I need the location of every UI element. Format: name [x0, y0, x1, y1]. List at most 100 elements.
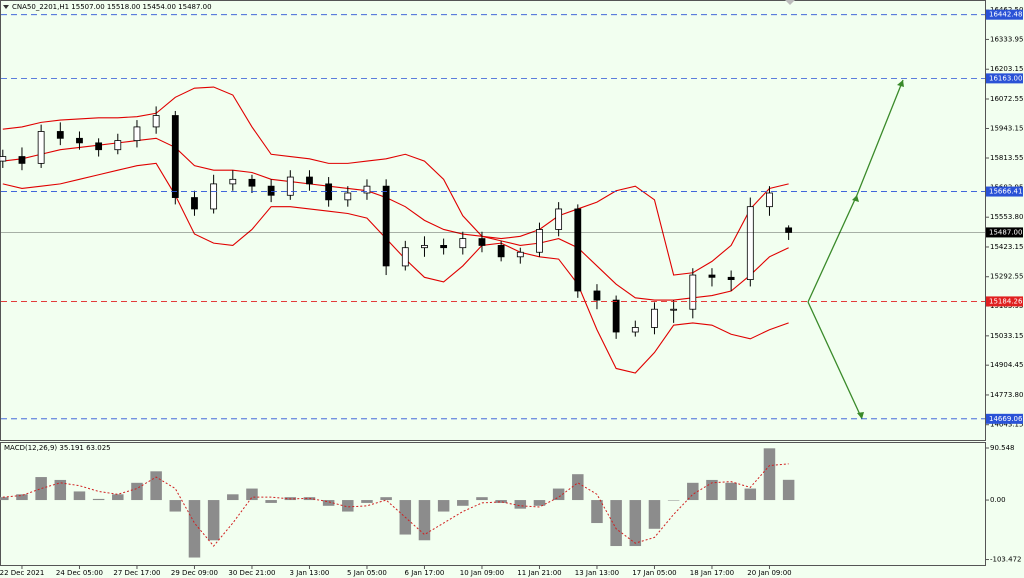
candle-body: [344, 192, 352, 201]
candle-body: [766, 192, 773, 208]
candle-body: [708, 274, 716, 278]
macd-bar: [687, 482, 699, 501]
x-tick-label: 5 Jan 05:00: [347, 569, 387, 577]
candle-body: [536, 229, 543, 253]
candle-body: [440, 245, 448, 249]
candle-body: [248, 178, 256, 187]
y-tick-label: 15553.80: [990, 213, 1023, 221]
macd-bar: [648, 500, 661, 529]
y-tick-label: 14643.15: [990, 421, 1023, 429]
candle-body: [651, 308, 658, 328]
macd-bar: [169, 500, 182, 512]
level-label-box: [986, 413, 1023, 424]
candle-body: [191, 197, 198, 210]
candle-body: [133, 126, 141, 141]
macd-bar: [0, 497, 9, 501]
x-tick-label: 13 Jan 13:00: [575, 569, 619, 577]
candle-body: [574, 208, 582, 292]
macd-bar: [73, 491, 86, 501]
x-tick-label: 22 Dec 2021: [0, 569, 44, 577]
macd-bar: [227, 494, 239, 501]
candle-body: [497, 245, 505, 258]
x-tick-label: 20 Jan 09:00: [747, 569, 791, 577]
y-tick-label: 14773.80: [990, 391, 1023, 399]
menu-triangle: [3, 5, 9, 9]
x-tick-label: 29 Dec 09:00: [171, 569, 218, 577]
candle-body: [0, 156, 7, 162]
level-label: 15666.41: [989, 188, 1022, 196]
candle-body: [229, 178, 237, 185]
candle-body: [689, 274, 697, 310]
candle-body: [114, 140, 122, 151]
candle-body: [516, 251, 524, 258]
macd-panel: [0, 442, 986, 566]
macd-bar: [207, 500, 220, 541]
candle-body: [306, 176, 313, 185]
level-label-box: [986, 73, 1023, 84]
candle-body: [152, 115, 160, 128]
level-label: 14669.06: [989, 415, 1023, 423]
candle-body: [56, 131, 64, 139]
macd-bar: [437, 500, 450, 512]
macd-bar: [476, 497, 488, 501]
candle-body: [286, 176, 294, 196]
level-label-box: [986, 296, 1023, 307]
candle-body: [401, 247, 409, 267]
bollinger-band: [2, 86, 789, 276]
candle-body: [18, 156, 26, 164]
candle-body: [631, 327, 639, 333]
y-tick-label: 16072.55: [990, 95, 1023, 103]
macd-bar: [610, 500, 622, 547]
candle-body: [76, 137, 83, 144]
macd-bar: [188, 500, 201, 558]
y-tick-label: 15292.55: [990, 273, 1023, 281]
macd-bar: [35, 477, 47, 501]
x-tick-label: 6 Jan 17:00: [405, 569, 445, 577]
y-tick-label: 15943.15: [990, 124, 1023, 132]
macd-bar: [457, 500, 469, 506]
macd-bar: [16, 494, 28, 501]
level-label: 16442.48: [989, 11, 1022, 19]
macd-bar: [342, 500, 354, 512]
candle-body: [95, 142, 103, 151]
macd-bar: [782, 479, 795, 501]
candle-body: [478, 238, 486, 246]
candle-body: [421, 245, 428, 249]
projection-down: [807, 301, 863, 420]
y-tick-label: 15813.55: [990, 154, 1023, 162]
macd-bar: [533, 500, 546, 506]
candle-body: [210, 183, 218, 210]
macd-bar: [552, 488, 565, 501]
y-tick-label: 16203.15: [990, 65, 1023, 73]
macd-bar: [92, 498, 105, 501]
candle-body: [37, 131, 45, 164]
level-label-box: [986, 9, 1023, 20]
x-tick-label: 27 Dec 17:00: [113, 569, 160, 577]
y-tick-label: 15423.15: [990, 243, 1023, 251]
level-label: 15487.00: [989, 228, 1022, 236]
macd-bar: [265, 500, 277, 503]
y-tick-label: 90.548: [990, 444, 1015, 452]
level-label: 15184.26: [989, 297, 1023, 305]
macd-bar: [725, 482, 737, 501]
candle-body: [593, 290, 601, 301]
price-panel: [0, 0, 986, 441]
y-tick-label: 14904.45: [990, 361, 1023, 369]
x-tick-label: 30 Dec 21:00: [228, 569, 275, 577]
candle-body: [171, 115, 179, 198]
x-tick-label: 17 Jan 05:00: [632, 569, 676, 577]
macd-bar: [131, 482, 143, 501]
chart-title: CNA50_2201,H1 15507.00 15518.00 15454.00…: [12, 3, 212, 11]
macd-bar: [418, 500, 431, 541]
macd-bar: [361, 500, 373, 503]
macd-bar: [667, 500, 680, 501]
candle-body: [555, 208, 563, 230]
macd-title: MACD(12,26,9) 35.191 63.025: [4, 444, 111, 452]
level-label-box: [986, 186, 1023, 197]
candle-body: [382, 185, 390, 267]
macd-bar: [706, 479, 718, 501]
candle-body: [363, 185, 371, 194]
macd-bar: [591, 500, 603, 524]
bollinger-band: [2, 162, 789, 374]
